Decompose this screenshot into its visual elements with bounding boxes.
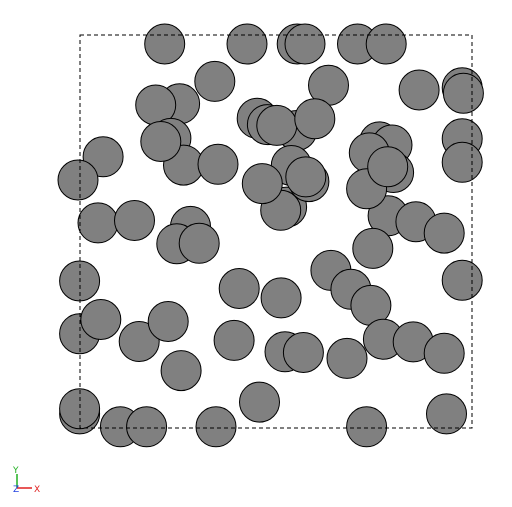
x-axis-label: X — [34, 485, 40, 495]
particle — [140, 121, 182, 162]
particle — [326, 337, 368, 379]
particle — [367, 146, 409, 188]
particle — [423, 212, 465, 254]
particle — [239, 381, 280, 423]
particle — [126, 406, 168, 448]
simulation-boundary-box — [79, 34, 473, 429]
axis-triad: Y X Z — [12, 466, 40, 495]
particle — [241, 163, 283, 205]
particle — [441, 141, 483, 183]
particle — [398, 69, 440, 111]
particle — [218, 268, 260, 309]
particle — [260, 277, 302, 319]
particles-layer — [57, 23, 484, 448]
y-axis-label: Y — [12, 466, 19, 476]
particle — [282, 332, 324, 373]
particle — [441, 259, 483, 301]
particle — [426, 393, 467, 435]
particle — [59, 388, 101, 430]
particle — [226, 23, 268, 65]
particle — [118, 321, 160, 362]
particle — [423, 332, 465, 374]
particle — [294, 98, 336, 140]
particle — [256, 104, 298, 146]
particle — [442, 72, 484, 114]
particle — [213, 319, 255, 361]
particle — [194, 60, 236, 102]
z-axis-label: Z — [13, 485, 19, 495]
particle — [57, 159, 99, 201]
particle — [284, 23, 326, 65]
particle — [346, 406, 388, 448]
particle — [77, 202, 119, 244]
particle — [160, 350, 202, 392]
particle — [352, 227, 394, 269]
particle — [147, 301, 189, 342]
particle — [197, 143, 239, 185]
particle — [285, 156, 327, 198]
particle — [195, 406, 237, 448]
particle — [114, 200, 155, 241]
particle — [144, 23, 186, 65]
particle — [365, 23, 407, 65]
particle — [80, 299, 122, 340]
particle — [178, 222, 220, 264]
